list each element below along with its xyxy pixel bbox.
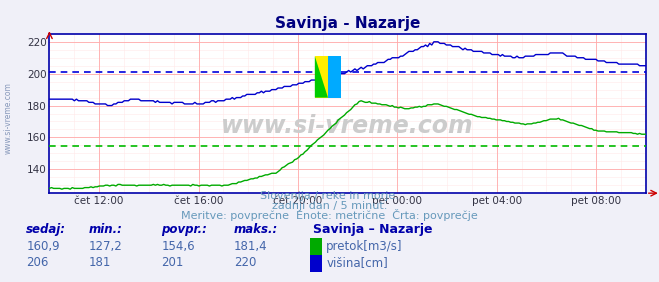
Text: Meritve: povprečne  Enote: metrične  Črta: povprečje: Meritve: povprečne Enote: metrične Črta:… xyxy=(181,209,478,221)
Polygon shape xyxy=(315,56,328,98)
Text: 181,4: 181,4 xyxy=(234,240,268,253)
Text: www.si-vreme.com: www.si-vreme.com xyxy=(3,83,13,154)
Text: maks.:: maks.: xyxy=(234,223,278,236)
Text: višina[cm]: višina[cm] xyxy=(326,257,388,270)
FancyBboxPatch shape xyxy=(328,56,341,98)
Text: 206: 206 xyxy=(26,257,49,270)
Text: Savinja – Nazarje: Savinja – Nazarje xyxy=(313,223,432,236)
Text: 220: 220 xyxy=(234,257,256,270)
Text: min.:: min.: xyxy=(89,223,123,236)
Text: zadnji dan / 5 minut.: zadnji dan / 5 minut. xyxy=(272,201,387,211)
FancyBboxPatch shape xyxy=(315,56,328,98)
Text: pretok[m3/s]: pretok[m3/s] xyxy=(326,240,403,253)
Text: povpr.:: povpr.: xyxy=(161,223,208,236)
Text: sedaj:: sedaj: xyxy=(26,223,67,236)
Text: 181: 181 xyxy=(89,257,111,270)
Text: 127,2: 127,2 xyxy=(89,240,123,253)
Text: 154,6: 154,6 xyxy=(161,240,195,253)
Text: 160,9: 160,9 xyxy=(26,240,60,253)
Title: Savinja - Nazarje: Savinja - Nazarje xyxy=(275,16,420,31)
Text: Slovenija / reke in morje.: Slovenija / reke in morje. xyxy=(260,191,399,201)
Text: 201: 201 xyxy=(161,257,184,270)
Text: www.si-vreme.com: www.si-vreme.com xyxy=(221,114,474,138)
